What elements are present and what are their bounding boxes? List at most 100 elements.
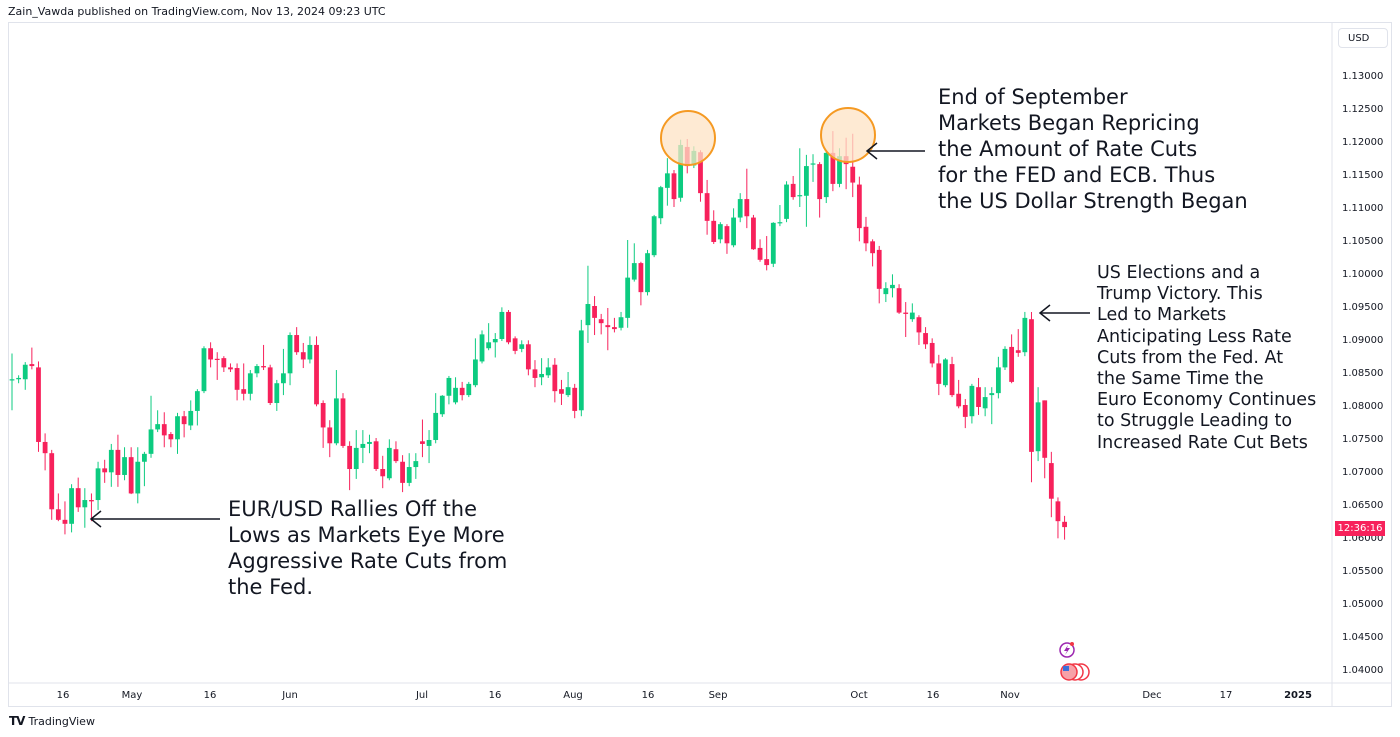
time-tick-label: 17 xyxy=(1220,690,1233,701)
candle xyxy=(16,375,22,384)
candle xyxy=(949,356,955,398)
candle-body xyxy=(890,284,895,289)
candle xyxy=(744,168,750,229)
candle-body xyxy=(473,359,478,386)
candle-body xyxy=(943,359,948,386)
candle-body xyxy=(228,367,233,370)
candle-body xyxy=(810,163,816,165)
candle-body xyxy=(499,311,505,339)
candle xyxy=(386,439,392,481)
candle-body xyxy=(804,166,809,196)
candle-body xyxy=(512,338,518,351)
candle xyxy=(234,363,240,401)
candle-body xyxy=(506,311,511,343)
candle-body xyxy=(201,348,207,392)
candle-body xyxy=(29,364,35,367)
price-tick-label: 1.09000 xyxy=(1342,335,1383,346)
candle-body xyxy=(1029,319,1034,452)
candle xyxy=(506,309,511,345)
candle-body xyxy=(168,434,174,440)
candle-body xyxy=(360,443,366,448)
candle-body xyxy=(1035,402,1041,452)
candle-body xyxy=(916,317,922,333)
tradingview-logo-icon: TV xyxy=(9,714,26,728)
candle xyxy=(1002,346,1008,371)
candle-body xyxy=(115,449,121,475)
candle xyxy=(519,340,525,353)
candle-body xyxy=(764,259,770,266)
time-tick-label: Nov xyxy=(1000,690,1020,701)
candle xyxy=(896,284,902,314)
lightning-icon[interactable] xyxy=(1059,642,1075,658)
price-tick-label: 1.05500 xyxy=(1342,566,1383,577)
candle-body xyxy=(347,445,353,470)
candle xyxy=(1009,334,1015,384)
candle xyxy=(373,438,379,471)
candle-body xyxy=(956,393,962,407)
price-tick-label: 1.08500 xyxy=(1342,368,1383,379)
candle xyxy=(400,455,405,493)
candle xyxy=(82,488,88,528)
candle xyxy=(856,176,862,242)
candle xyxy=(214,352,220,380)
candle xyxy=(148,395,154,458)
candle-body xyxy=(658,187,664,219)
candle xyxy=(532,360,538,388)
candle xyxy=(956,379,962,409)
candle-body xyxy=(598,319,604,324)
price-tick-label: 1.05000 xyxy=(1342,599,1383,610)
candle-body xyxy=(618,317,624,328)
candle xyxy=(75,477,81,512)
candle-body xyxy=(333,398,339,444)
candle xyxy=(1015,329,1021,357)
currency-button[interactable]: USD xyxy=(1338,28,1388,48)
candle-body xyxy=(539,373,544,378)
candle-body xyxy=(678,144,684,198)
candle xyxy=(539,358,544,386)
candle-body xyxy=(645,253,650,293)
candle-body xyxy=(671,173,677,200)
candle-body xyxy=(572,387,578,411)
candle-body xyxy=(340,398,346,446)
candle-body xyxy=(525,344,531,370)
candle-body xyxy=(1062,521,1067,528)
candle-body xyxy=(784,184,789,219)
candle-body xyxy=(923,333,928,345)
us-flag-icon[interactable] xyxy=(1060,663,1090,681)
time-tick-label: May xyxy=(122,690,143,701)
highlight-circle-second-top xyxy=(820,107,876,163)
chart-frame xyxy=(8,22,1392,707)
candle xyxy=(1055,497,1061,539)
candle xyxy=(976,377,981,415)
candle-body xyxy=(42,441,48,454)
candle-body xyxy=(148,429,154,454)
candle-body xyxy=(155,424,161,430)
candle xyxy=(664,158,670,206)
candle-body xyxy=(89,500,94,502)
candle xyxy=(817,162,823,218)
candle-body xyxy=(36,367,41,442)
candle xyxy=(406,453,412,487)
candle-body xyxy=(770,222,776,264)
candle xyxy=(804,154,809,227)
annotation-elections: US Elections and a Trump Victory. This L… xyxy=(1097,263,1317,453)
candle-body xyxy=(592,306,597,318)
candle-body xyxy=(737,199,743,218)
time-tick-label: Jul xyxy=(415,690,428,701)
candle-body xyxy=(605,325,611,328)
footer: TV TradingView xyxy=(9,714,95,728)
candle xyxy=(49,449,55,520)
candle xyxy=(929,338,935,368)
candle-body xyxy=(625,277,631,318)
candle xyxy=(572,383,578,419)
candle xyxy=(883,282,889,303)
candle xyxy=(764,236,770,271)
candle xyxy=(102,459,108,483)
candle xyxy=(175,412,180,454)
annotation-lows: EUR/USD Rallies Off the Lows as Markets … xyxy=(228,497,508,599)
candle-body xyxy=(400,461,405,483)
candle-body xyxy=(1022,317,1028,353)
candle-body xyxy=(1042,400,1048,458)
candle-body xyxy=(175,416,180,440)
